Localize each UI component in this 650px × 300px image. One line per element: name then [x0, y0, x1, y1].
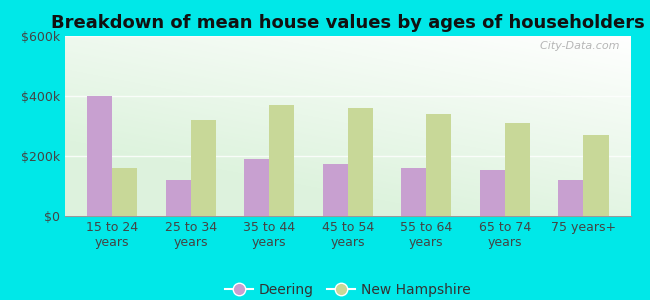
Bar [401, 168, 426, 216]
Bar [348, 108, 373, 216]
Bar [480, 169, 505, 216]
Bar [269, 105, 294, 216]
Bar [87, 96, 112, 216]
Bar [166, 180, 190, 216]
Bar [112, 168, 137, 216]
Bar [584, 135, 608, 216]
Bar [505, 123, 530, 216]
Title: Breakdown of mean house values by ages of householders: Breakdown of mean house values by ages o… [51, 14, 645, 32]
Bar [322, 164, 348, 216]
Legend: Deering, New Hampshire: Deering, New Hampshire [220, 278, 476, 300]
Bar [426, 114, 452, 216]
Bar [190, 120, 216, 216]
Bar [244, 159, 269, 216]
Bar [558, 180, 584, 216]
Text: City-Data.com: City-Data.com [533, 41, 619, 51]
